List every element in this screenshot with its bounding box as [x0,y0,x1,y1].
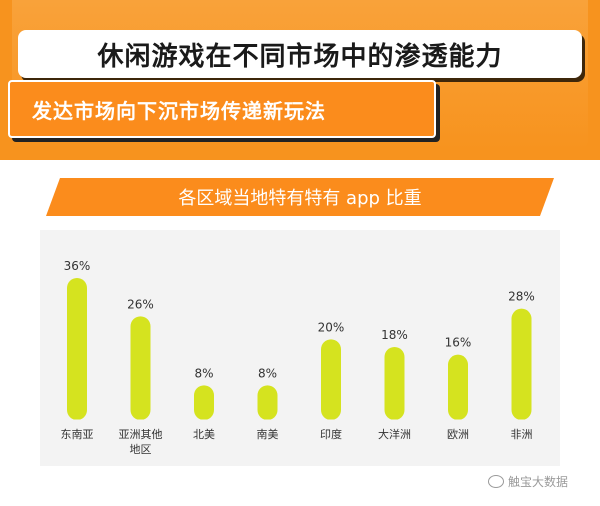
subtitle-bar: 发达市场向下沉市场传递新玩法 [8,80,436,138]
category-label-1-1: 地区 [130,443,152,456]
bar-2 [194,385,214,420]
bar-3 [257,385,278,420]
value-label-4: 20% [318,320,345,334]
hero-banner: 休闲游戏在不同市场中的渗透能力 发达市场向下沉市场传递新玩法 [0,0,600,160]
section-header: 各区域当地特有特有 app 比重 [46,178,554,216]
title-bar: 休闲游戏在不同市场中的渗透能力 [18,30,582,78]
watermark: 触宝大数据 [488,466,568,496]
bar-5 [384,347,405,420]
category-label-0: 东南亚 [61,428,94,441]
category-label-7: 非洲 [511,428,533,441]
chart-panel: 36% 东南亚 26% 亚洲其他地区 8% 北美 8% 南美 20% 印度 18% 大洋洲 16% 欧洲 2… [40,230,560,466]
value-label-1: 26% [127,297,154,311]
value-label-5: 18% [381,328,408,342]
category-label-2: 北美 [193,428,215,441]
bar-1 [130,316,151,420]
value-label-6: 16% [445,336,472,350]
page-subtitle: 发达市场向下沉市场传递新玩法 [32,98,326,123]
category-label-3: 南美 [257,428,279,441]
bar-0 [67,278,87,420]
value-label-7: 28% [508,290,535,304]
bar-7 [511,308,532,420]
page-title: 休闲游戏在不同市场中的渗透能力 [97,41,503,72]
value-label-2: 8% [194,366,213,380]
category-label-4: 印度 [320,427,342,441]
wechat-icon [488,474,504,488]
value-label-0: 36% [64,259,91,273]
bar-6 [448,354,468,420]
category-label-5: 大洋洲 [378,427,411,441]
watermark-label: 触宝大数据 [508,474,569,489]
section-title: 各区域当地特有特有 app 比重 [178,188,422,209]
category-label-1-0: 亚洲其他 [119,428,163,441]
value-label-3: 8% [258,366,277,380]
category-label-6: 欧洲 [447,428,469,441]
bar-4 [321,339,341,420]
